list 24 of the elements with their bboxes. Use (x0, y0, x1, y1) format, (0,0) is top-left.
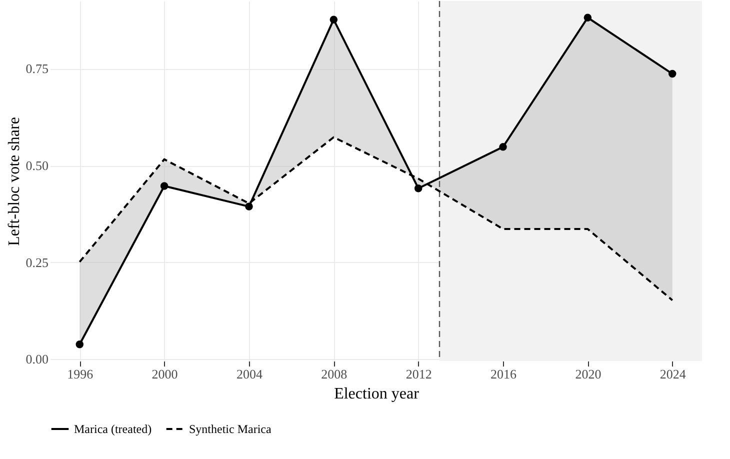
point (76, 340, 84, 348)
y-axis-title: Left-bloc vote share (6, 117, 23, 246)
x-tick-label: 2024 (660, 366, 686, 382)
y-tick-label: 0.25 (26, 254, 48, 270)
point (584, 14, 592, 22)
x-tick-label: 2008 (321, 366, 348, 382)
x-tick-label: 2020 (575, 366, 602, 382)
x-tick-label: 2000 (152, 366, 178, 382)
point (330, 16, 338, 24)
x-tick-label: 2012 (406, 366, 432, 382)
x-axis-title: Election year (334, 386, 420, 402)
point (668, 70, 676, 78)
point (499, 143, 507, 151)
x-tick-label: 2016 (490, 366, 518, 382)
point (160, 182, 168, 190)
point (414, 184, 422, 192)
x-tick-label: 1996 (67, 366, 94, 382)
legend-label: Marica (treated) (74, 422, 152, 436)
y-tick-label: 0.50 (26, 158, 48, 174)
legend-label: Synthetic Marica (189, 422, 272, 436)
y-tick-label: 0.75 (26, 61, 48, 76)
point (245, 202, 253, 210)
x-tick-label: 2004 (236, 366, 263, 382)
y-tick-label: 0.00 (26, 352, 48, 367)
